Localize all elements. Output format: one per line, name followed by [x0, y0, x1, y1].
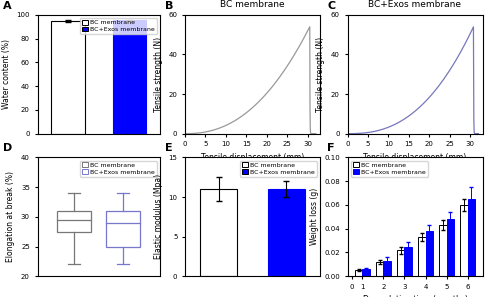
- Bar: [106, 211, 140, 247]
- Bar: [268, 189, 305, 276]
- Bar: [112, 20, 146, 134]
- Bar: [397, 250, 404, 276]
- Bar: [384, 261, 390, 276]
- Legend: BC membrane, BC+Exos membrane: BC membrane, BC+Exos membrane: [350, 161, 428, 177]
- Bar: [58, 211, 91, 232]
- Text: E: E: [165, 143, 172, 154]
- Y-axis label: Weight loss (g): Weight loss (g): [310, 188, 318, 245]
- Legend: BC membrane, BC+Exos membrane: BC membrane, BC+Exos membrane: [80, 18, 157, 34]
- Y-axis label: Tensile strength (N): Tensile strength (N): [154, 37, 163, 112]
- X-axis label: Tensile displacement (mm): Tensile displacement (mm): [364, 153, 467, 162]
- Y-axis label: Elastic modulus (Mpa): Elastic modulus (Mpa): [154, 174, 163, 259]
- Bar: [460, 205, 468, 276]
- Bar: [418, 237, 426, 276]
- Bar: [426, 231, 433, 276]
- Title: BC membrane: BC membrane: [220, 0, 285, 9]
- Bar: [440, 225, 446, 276]
- Text: A: A: [2, 1, 11, 11]
- X-axis label: Degradation time (months): Degradation time (months): [362, 296, 468, 297]
- Bar: [355, 270, 362, 276]
- Bar: [446, 219, 454, 276]
- Title: BC+Exos membrane: BC+Exos membrane: [368, 0, 462, 9]
- Text: F: F: [328, 143, 335, 154]
- Text: B: B: [165, 1, 173, 11]
- Bar: [200, 189, 237, 276]
- Y-axis label: Elongation at break (%): Elongation at break (%): [6, 171, 16, 262]
- Bar: [362, 269, 370, 276]
- Bar: [468, 199, 475, 276]
- Bar: [52, 21, 85, 134]
- Text: D: D: [2, 143, 12, 154]
- X-axis label: Tensile displacement (mm): Tensile displacement (mm): [201, 153, 304, 162]
- Y-axis label: Tensile strength (N): Tensile strength (N): [316, 37, 326, 112]
- Legend: BC membrane, BC+Exos membrane: BC membrane, BC+Exos membrane: [240, 161, 317, 177]
- Legend: BC membrane, BC+Exos membrane: BC membrane, BC+Exos membrane: [80, 161, 157, 177]
- Text: C: C: [328, 1, 336, 11]
- Y-axis label: Water content (%): Water content (%): [2, 39, 11, 109]
- Bar: [376, 262, 384, 276]
- Bar: [404, 247, 412, 276]
